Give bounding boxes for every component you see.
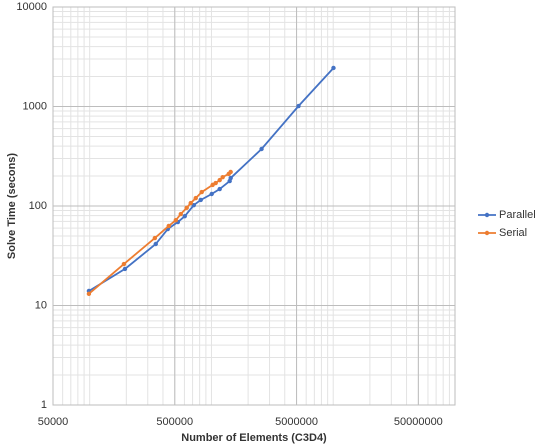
data-point [228, 169, 233, 175]
x-axis-title: Number of Elements (C3D4) [181, 432, 327, 444]
data-point [121, 261, 127, 267]
y-tick-label: 10000 [16, 1, 47, 13]
data-point [220, 174, 225, 180]
data-point [193, 195, 198, 201]
legend-marker [484, 230, 490, 236]
data-point [182, 213, 187, 219]
legend-label: Parallel [499, 209, 536, 221]
y-tick-label: 100 [29, 200, 47, 212]
y-tick-label: 10 [35, 299, 47, 311]
data-point [209, 191, 214, 197]
data-point [259, 146, 264, 152]
data-point [217, 186, 222, 192]
legend-label: Serial [499, 227, 527, 239]
data-point [86, 291, 92, 297]
data-point [217, 177, 222, 183]
data-point [173, 217, 179, 223]
x-tick-label: 500000 [156, 416, 193, 428]
plot-border [52, 6, 456, 406]
data-point [331, 65, 336, 71]
data-point [166, 223, 171, 229]
y-tick-label: 1000 [23, 100, 47, 112]
x-tick-label: 50000 [38, 416, 69, 428]
data-point [188, 200, 193, 206]
data-point [228, 175, 233, 181]
data-point [213, 180, 218, 186]
legend-marker [484, 212, 490, 218]
data-point [122, 266, 128, 272]
data-point [178, 211, 183, 217]
data-point [184, 205, 189, 210]
x-tick-label: 5000000 [275, 416, 318, 428]
data-point [153, 241, 158, 247]
x-tick-label: 50000000 [394, 416, 443, 428]
data-point [296, 103, 301, 109]
data-point [199, 189, 204, 195]
y-axis-title: Solve Time (secons) [6, 153, 18, 260]
data-point [152, 235, 158, 241]
y-tick-label: 1 [41, 399, 47, 411]
data-point [198, 197, 203, 203]
